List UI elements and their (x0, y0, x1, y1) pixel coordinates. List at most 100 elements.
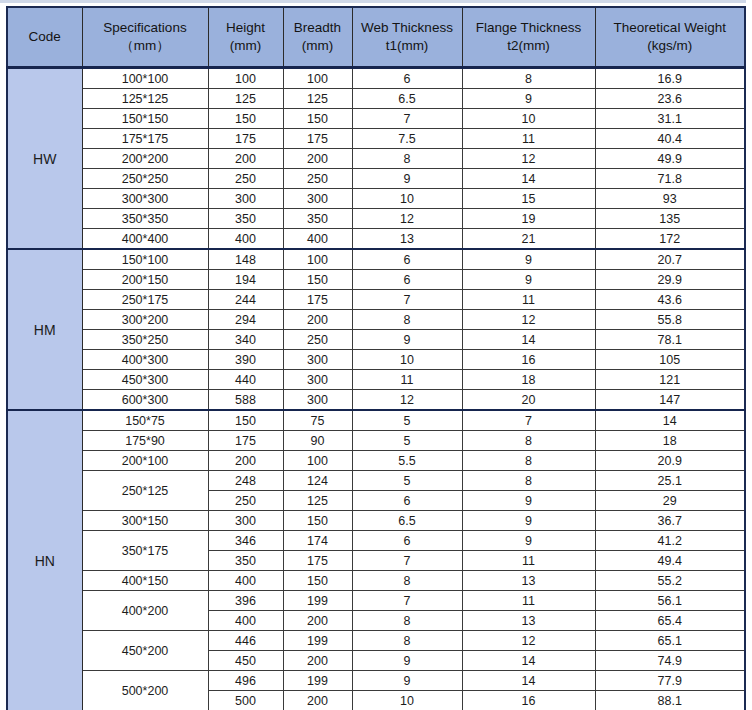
t1-cell: 6 (352, 270, 462, 290)
t2-cell: 9 (462, 531, 595, 551)
breadth-cell: 90 (283, 431, 352, 451)
spec-cell: 450*200 (82, 631, 208, 671)
weight-cell: 74.9 (595, 651, 745, 671)
col-header-code: Code (7, 7, 82, 68)
top-crop-sliver (0, 0, 746, 3)
t2-cell: 9 (462, 89, 595, 109)
spec-cell: 200*150 (82, 270, 208, 290)
col-header-web-thickness: Web Thickness t1(mm) (352, 7, 462, 68)
table-row: 150*15015015071031.1 (7, 109, 745, 129)
table-row: 400*4004004001321172 (7, 229, 745, 250)
breadth-cell: 400 (283, 229, 352, 250)
t1-cell: 10 (352, 350, 462, 370)
breadth-cell: 199 (283, 631, 352, 651)
spec-cell: 250*250 (82, 169, 208, 189)
table-row: 500*20049619991477.9 (7, 671, 745, 691)
height-cell: 588 (208, 390, 283, 411)
t2-cell: 13 (462, 611, 595, 631)
height-cell: 250 (208, 169, 283, 189)
t1-cell: 6 (352, 531, 462, 551)
t2-cell: 14 (462, 330, 595, 350)
table-row: 200*20020020081249.9 (7, 149, 745, 169)
weight-cell: 65.4 (595, 611, 745, 631)
spec-cell: 175*175 (82, 129, 208, 149)
height-cell: 244 (208, 290, 283, 310)
table-row: 125*1251251256.5923.6 (7, 89, 745, 109)
height-cell: 125 (208, 89, 283, 109)
weight-cell: 20.7 (595, 249, 745, 270)
weight-cell: 65.1 (595, 631, 745, 651)
weight-cell: 16.9 (595, 68, 745, 89)
code-cell: HN (7, 410, 82, 710)
table-header: Code Specifications （mm） Height (mm) Bre… (7, 7, 745, 68)
weight-cell: 56.1 (595, 591, 745, 611)
t1-cell: 12 (352, 390, 462, 411)
t2-cell: 19 (462, 209, 595, 229)
table-row: HW100*1001001006816.9 (7, 68, 745, 89)
weight-cell: 121 (595, 370, 745, 390)
t1-cell: 8 (352, 149, 462, 169)
t1-cell: 8 (352, 631, 462, 651)
t2-cell: 12 (462, 310, 595, 330)
table-row: HN150*75150755714 (7, 410, 745, 431)
t2-cell: 21 (462, 229, 595, 250)
breadth-cell: 100 (283, 249, 352, 270)
breadth-cell: 150 (283, 109, 352, 129)
spec-cell: 600*300 (82, 390, 208, 411)
t2-cell: 13 (462, 571, 595, 591)
t2-cell: 9 (462, 491, 595, 511)
t2-cell: 8 (462, 451, 595, 471)
t2-cell: 16 (462, 691, 595, 710)
height-cell: 250 (208, 491, 283, 511)
height-cell: 346 (208, 531, 283, 551)
t2-cell: 14 (462, 671, 595, 691)
t1-cell: 12 (352, 209, 462, 229)
breadth-cell: 199 (283, 671, 352, 691)
breadth-cell: 150 (283, 270, 352, 290)
table-row: 400*20039619971156.1 (7, 591, 745, 611)
breadth-cell: 200 (283, 149, 352, 169)
height-cell: 300 (208, 511, 283, 531)
t1-cell: 7 (352, 551, 462, 571)
table-row: 450*20044619981265.1 (7, 631, 745, 651)
height-cell: 175 (208, 431, 283, 451)
breadth-cell: 200 (283, 651, 352, 671)
weight-cell: 25.1 (595, 471, 745, 491)
height-cell: 300 (208, 189, 283, 209)
t1-cell: 5.5 (352, 451, 462, 471)
breadth-cell: 174 (283, 531, 352, 551)
breadth-cell: 300 (283, 350, 352, 370)
t1-cell: 9 (352, 169, 462, 189)
breadth-cell: 200 (283, 310, 352, 330)
height-cell: 496 (208, 671, 283, 691)
table-row: 175*90175905818 (7, 431, 745, 451)
spec-cell: 150*150 (82, 109, 208, 129)
t2-cell: 8 (462, 431, 595, 451)
spec-cell: 200*100 (82, 451, 208, 471)
height-cell: 350 (208, 551, 283, 571)
height-cell: 390 (208, 350, 283, 370)
t2-cell: 11 (462, 591, 595, 611)
breadth-cell: 250 (283, 330, 352, 350)
breadth-cell: 150 (283, 511, 352, 531)
spec-cell: 300*200 (82, 310, 208, 330)
weight-cell: 135 (595, 209, 745, 229)
code-cell: HM (7, 249, 82, 410)
height-cell: 294 (208, 310, 283, 330)
spec-cell: 125*125 (82, 89, 208, 109)
weight-cell: 147 (595, 390, 745, 411)
t1-cell: 9 (352, 671, 462, 691)
table-row: 300*1503001506.5936.7 (7, 511, 745, 531)
col-header-height: Height (mm) (208, 7, 283, 68)
height-cell: 148 (208, 249, 283, 270)
t1-cell: 5 (352, 471, 462, 491)
t1-cell: 8 (352, 611, 462, 631)
height-cell: 500 (208, 691, 283, 710)
t2-cell: 15 (462, 189, 595, 209)
t2-cell: 16 (462, 350, 595, 370)
spec-cell: 150*75 (82, 410, 208, 431)
t1-cell: 7 (352, 109, 462, 129)
weight-cell: 49.4 (595, 551, 745, 571)
height-cell: 200 (208, 149, 283, 169)
spec-cell: 200*200 (82, 149, 208, 169)
